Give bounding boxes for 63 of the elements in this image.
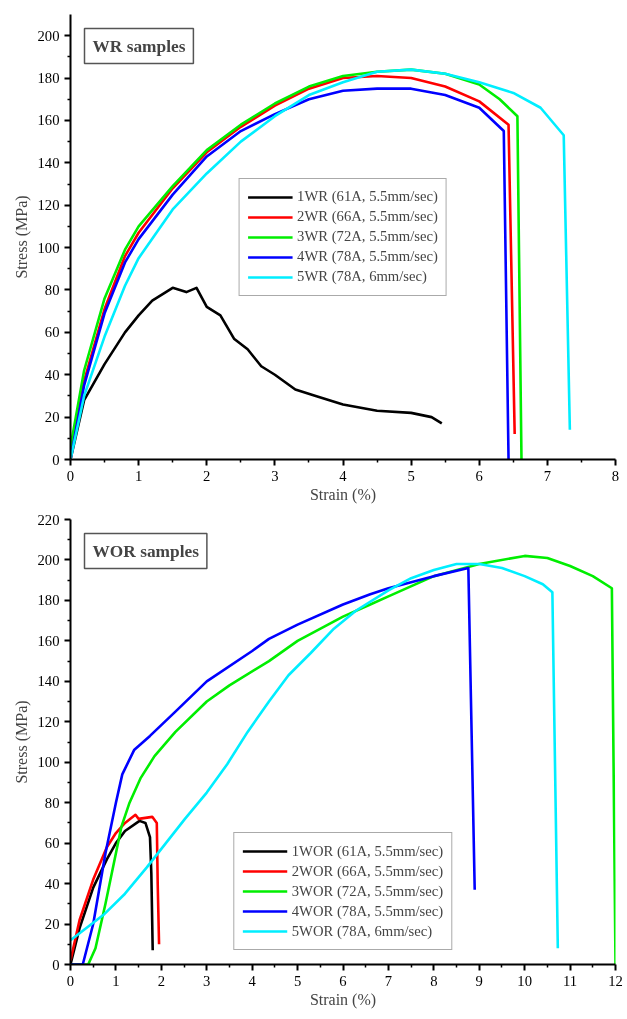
- text: WOR samples: [92, 541, 200, 561]
- legend-label: 3WOR (72A, 5.5mm/sec): [291, 882, 444, 900]
- y-tick-label: 20: [44, 916, 60, 933]
- x-tick-label: 7: [384, 972, 393, 989]
- y-tick-label: 80: [44, 281, 60, 298]
- legend-label: 1WOR (61A, 5.5mm/sec): [291, 842, 444, 860]
- x-tick-label: 1: [112, 972, 120, 989]
- x-tick-label: 5: [293, 972, 302, 989]
- line-series: [70, 562, 560, 950]
- legend-label: 4WOR (78A, 5.5mm/sec): [291, 902, 444, 920]
- x-tick-label: 0: [66, 467, 75, 484]
- y-tick-label: 200: [37, 27, 60, 44]
- x-axis-title: Strain (%): [309, 990, 377, 1009]
- text: WR samples: [92, 36, 186, 56]
- x-tick-label: 12: [608, 972, 623, 989]
- x-tick-label: 2: [157, 972, 165, 989]
- x-axis-title: Strain (%): [309, 485, 377, 504]
- y-tick-label: 0: [52, 451, 60, 468]
- y-tick-label: 120: [37, 713, 60, 730]
- y-axis-title: Stress (MPa): [12, 195, 31, 279]
- x-tick-label: 9: [475, 972, 483, 989]
- legend-label: 1WR (61A, 5.5mm/sec): [297, 188, 438, 205]
- y-tick-label: 60: [44, 835, 60, 852]
- x-tick-label: 4: [339, 467, 348, 484]
- legend-label: 3WR (72A, 5.5mm/sec): [297, 228, 438, 245]
- y-tick-label: 40: [44, 366, 60, 383]
- y-tick-label: 180: [37, 70, 60, 87]
- y-tick-label: 80: [44, 794, 60, 811]
- y-tick-label: 180: [37, 592, 60, 609]
- x-tick-label: 10: [517, 972, 532, 989]
- x-tick-label: 0: [66, 972, 75, 989]
- line-series: [70, 566, 477, 965]
- x-tick-label: 2: [203, 467, 211, 484]
- x-tick-label: 6: [339, 972, 347, 989]
- legend-label: 4WR (78A, 5.5mm/sec): [297, 248, 438, 265]
- y-tick-label: 140: [37, 154, 60, 171]
- y-tick-label: 40: [44, 875, 60, 892]
- x-tick-label: 1: [134, 467, 143, 484]
- x-tick-label: 4: [248, 972, 257, 989]
- y-tick-label: 220: [37, 511, 60, 528]
- y-tick-label: 140: [37, 673, 60, 690]
- legend-label: 2WOR (66A, 5.5mm/sec): [291, 862, 444, 880]
- y-tick-label: 200: [37, 551, 60, 568]
- y-tick-label: 60: [44, 324, 60, 341]
- x-tick-label: 8: [430, 972, 438, 989]
- legend-label: 2WR (66A, 5.5mm/sec): [297, 208, 438, 225]
- y-tick-label: 120: [37, 197, 60, 214]
- y-tick-label: 160: [37, 632, 60, 649]
- y-axis-title: Stress (MPa): [12, 700, 31, 784]
- legend-label: 5WOR (78A, 6mm/sec): [291, 922, 433, 940]
- y-tick-label: 20: [44, 409, 60, 426]
- x-tick-label: 3: [271, 467, 279, 484]
- y-tick-label: 100: [37, 754, 60, 771]
- y-tick-label: 0: [52, 956, 60, 973]
- y-tick-label: 160: [37, 112, 60, 129]
- x-tick-label: 11: [563, 972, 578, 989]
- x-tick-label: 8: [611, 467, 620, 484]
- x-tick-label: 3: [203, 972, 211, 989]
- x-tick-label: 5: [407, 467, 415, 484]
- x-tick-label: 7: [543, 467, 552, 484]
- y-tick-label: 100: [37, 239, 60, 256]
- legend-label: 5WR (78A, 6mm/sec): [297, 268, 427, 285]
- x-tick-label: 6: [475, 467, 483, 484]
